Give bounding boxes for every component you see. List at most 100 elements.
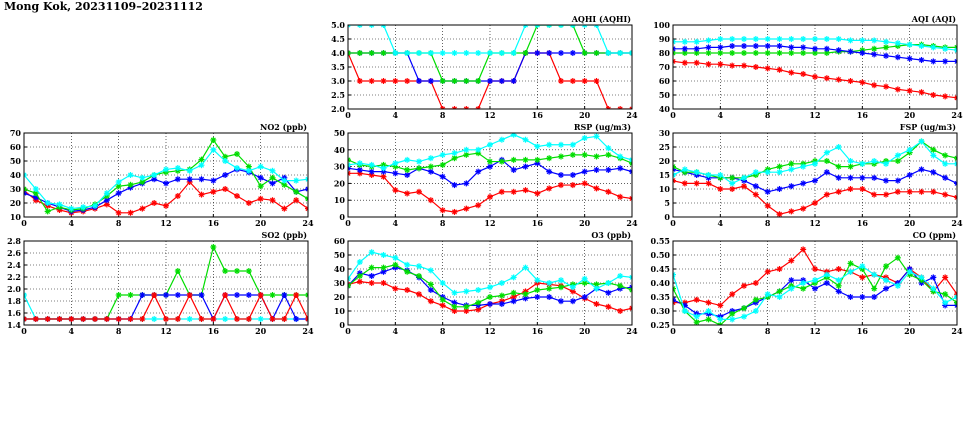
data-point-blue (942, 174, 949, 181)
x-tick-label: 20 (579, 218, 591, 228)
x-tick-label: 24 (951, 326, 963, 336)
data-point-green (234, 151, 240, 157)
y-tick-label: 1.4 (7, 320, 21, 330)
data-point-cyan (847, 268, 854, 275)
data-point-red (510, 294, 517, 300)
data-point-green (605, 151, 612, 158)
data-point-cyan (617, 153, 624, 160)
data-point-cyan (416, 158, 422, 165)
data-point-red (348, 170, 351, 177)
data-point-red (629, 305, 632, 312)
data-point-cyan (717, 316, 724, 323)
data-point-red (605, 188, 612, 195)
data-point-blue (451, 182, 458, 189)
chart-no2: 10 20 30 40 50 60 70 0 4 8 12 16 20 24 NO2 (ppb) (10, 122, 314, 228)
data-point-cyan (356, 160, 363, 167)
data-point-cyan (245, 167, 252, 174)
chart-title: AQHI (AQHI) (571, 14, 632, 24)
data-point-red (942, 191, 949, 198)
data-point-red (510, 188, 517, 195)
data-point-green (439, 161, 446, 168)
series-group (348, 133, 632, 215)
data-point-cyan (534, 277, 541, 284)
data-point-red (581, 180, 588, 187)
y-tick-label: 4.0 (331, 48, 345, 58)
y-tick-label: 50 (659, 90, 671, 100)
data-point-cyan (788, 285, 795, 292)
y-tick-label: 2.8 (7, 236, 21, 246)
data-point-red (776, 266, 783, 272)
x-tick-label: 16 (857, 110, 869, 120)
x-tick-label: 4 (718, 218, 724, 228)
data-point-red (127, 316, 134, 322)
y-tick-label: 20 (10, 198, 22, 208)
data-point-cyan (930, 44, 937, 51)
x-tick-label: 4 (718, 326, 724, 336)
y-tick-label: 0.25 (651, 320, 670, 330)
data-point-blue (569, 50, 576, 56)
data-point-cyan (741, 36, 747, 42)
data-point-cyan (930, 152, 937, 159)
data-point-green (729, 310, 736, 317)
data-point-red (705, 61, 712, 68)
data-point-green (416, 165, 422, 172)
data-point-red (293, 197, 300, 204)
data-point-red (257, 292, 264, 298)
data-point-blue (776, 43, 783, 49)
data-point-cyan (693, 169, 700, 176)
x-tick-label: 24 (626, 326, 638, 336)
plot-frame (672, 132, 958, 218)
data-point-blue (823, 169, 830, 176)
data-point-cyan (812, 160, 818, 167)
data-point-green (380, 264, 387, 271)
y-tick-label: 20 (334, 292, 346, 302)
data-point-red (930, 92, 937, 98)
data-point-cyan (673, 172, 676, 178)
data-point-cyan (44, 200, 51, 206)
data-point-cyan (32, 186, 39, 192)
data-point-cyan (558, 141, 564, 148)
data-point-blue (498, 301, 505, 307)
data-point-blue (546, 294, 553, 300)
data-point-blue (605, 289, 612, 296)
x-tick-label: 8 (116, 218, 122, 228)
data-point-cyan (764, 291, 771, 298)
x-tick-label: 12 (809, 110, 820, 120)
series-group (24, 244, 308, 322)
data-point-green (954, 155, 957, 162)
data-point-red (198, 191, 205, 198)
y-tick-label: 30 (10, 184, 22, 194)
data-point-red (741, 282, 747, 289)
x-tick-label: 0 (670, 110, 676, 120)
data-point-blue (741, 43, 747, 49)
data-point-red (305, 205, 308, 212)
data-point-cyan (439, 151, 446, 158)
data-point-green (257, 183, 264, 190)
data-point-green (127, 292, 134, 298)
data-point-cyan (883, 38, 889, 45)
data-point-cyan (859, 263, 866, 270)
data-point-red (741, 183, 747, 190)
data-point-cyan (605, 145, 612, 152)
data-point-green (305, 195, 308, 202)
y-tick-label: 0.35 (651, 292, 670, 302)
data-point-red (871, 191, 878, 198)
data-point-cyan (392, 50, 399, 56)
data-point-red (558, 182, 564, 189)
data-point-cyan (906, 268, 913, 275)
data-point-green (348, 50, 351, 56)
x-tick-label: 12 (809, 326, 820, 336)
data-point-red (673, 177, 676, 184)
data-point-red (68, 316, 75, 322)
chart-co: 0.25 0.30 0.35 0.40 0.45 0.50 0.55 0 4 8 12 16 20 24 C… (651, 230, 963, 336)
data-point-cyan (163, 166, 169, 173)
data-point-blue (871, 174, 878, 181)
data-point-cyan (871, 37, 878, 44)
chart-aqhi: 2.0 2.5 3.0 3.5 4.0 4.5 5.0 0 4 8 12 16 20 24 AQHI (AQ… (331, 14, 638, 120)
data-point-blue (764, 43, 771, 49)
data-point-green (741, 305, 747, 312)
data-point-blue (24, 190, 27, 197)
x-tick-label: 16 (208, 326, 220, 336)
data-point-red (32, 316, 39, 322)
x-tick-label: 20 (579, 110, 591, 120)
